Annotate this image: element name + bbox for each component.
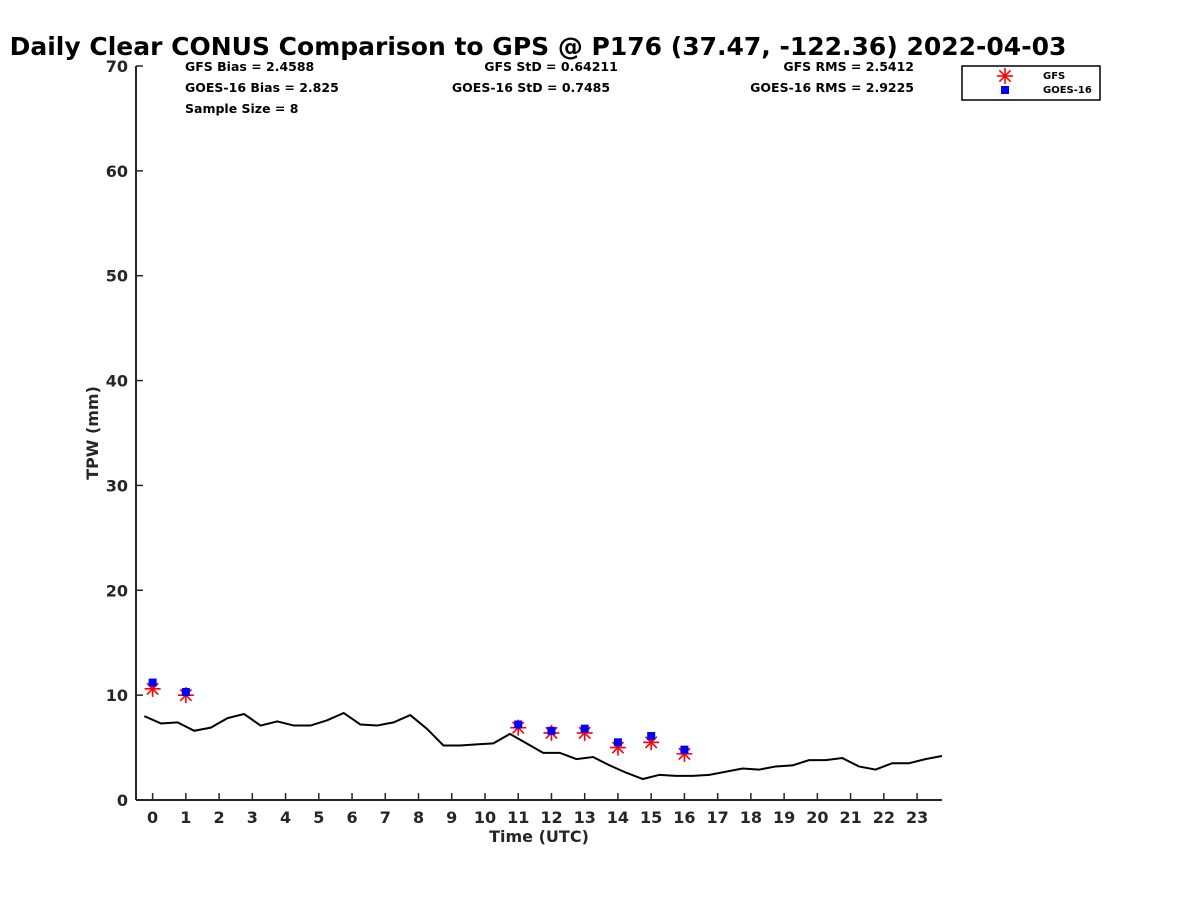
x-tick-label: 14 — [607, 808, 629, 827]
goes-point — [680, 745, 689, 754]
legend-gfs-star — [997, 68, 1013, 84]
x-tick-label: 17 — [707, 808, 729, 827]
y-tick-label: 40 — [106, 372, 128, 391]
goes-point — [181, 687, 190, 696]
goes-rms-stat: GOES-16 RMS = 2.9225 — [750, 80, 914, 95]
x-tick-label: 22 — [873, 808, 895, 827]
sample-size-stat: Sample Size = 8 — [185, 101, 298, 116]
x-tick-label: 19 — [773, 808, 795, 827]
x-tick-label: 13 — [574, 808, 596, 827]
y-tick-label: 0 — [117, 791, 128, 810]
legend: GFS GOES-16 — [961, 65, 1101, 101]
x-tick-label: 8 — [413, 808, 424, 827]
legend-goes-square-icon — [1001, 86, 1009, 94]
y-axis-label: TPW (mm) — [83, 386, 102, 480]
x-tick-label: 3 — [247, 808, 258, 827]
goes-point — [514, 720, 523, 729]
legend-gfs-star-icon — [997, 68, 1013, 84]
gps-tpw-line — [143, 711, 942, 781]
goes-bias-stat: GOES-16 Bias = 2.825 — [185, 80, 339, 95]
chart-title: Daily Clear CONUS Comparison to GPS @ P1… — [10, 32, 1067, 61]
x-tick-label: 6 — [346, 808, 357, 827]
x-tick-label: 15 — [640, 808, 662, 827]
x-tick-label: 10 — [474, 808, 496, 827]
y-tick-label: 20 — [106, 581, 128, 600]
goes-point — [148, 678, 157, 687]
x-tick-label: 18 — [740, 808, 762, 827]
x-tick-label: 9 — [446, 808, 457, 827]
x-tick-label: 1 — [180, 808, 191, 827]
y-tick-label: 30 — [106, 476, 128, 495]
legend-goes-label: GOES-16 — [1043, 85, 1092, 96]
goes-point — [647, 732, 656, 741]
x-tick-label: 5 — [313, 808, 324, 827]
x-tick-label: 21 — [839, 808, 861, 827]
x-tick-label: 4 — [280, 808, 291, 827]
gfs-rms-stat: GFS RMS = 2.5412 — [783, 59, 914, 74]
plot-area — [143, 678, 942, 781]
x-tick-label: 16 — [673, 808, 695, 827]
x-axis-label: Time (UTC) — [489, 827, 589, 846]
legend-box — [961, 65, 1101, 101]
legend-gfs-label: GFS — [1043, 71, 1065, 82]
goes-point — [580, 724, 589, 733]
y-tick-label: 10 — [106, 686, 128, 705]
gfs-bias-stat: GFS Bias = 2.4588 — [185, 59, 314, 74]
x-tick-label: 12 — [540, 808, 562, 827]
y-tick-label: 70 — [106, 57, 128, 76]
x-tick-label: 7 — [380, 808, 391, 827]
goes-point — [547, 726, 556, 735]
x-tick-label: 2 — [214, 808, 225, 827]
x-tick-label: 23 — [906, 808, 928, 827]
gfs-std-stat: GFS StD = 0.64211 — [484, 59, 618, 74]
y-tick-label: 50 — [106, 267, 128, 286]
goes-point — [613, 738, 622, 747]
goes-std-stat: GOES-16 StD = 0.7485 — [452, 80, 610, 95]
x-tick-label: 0 — [147, 808, 158, 827]
axes: 0 1 2 3 4 5 6 7 8 9 10 11 12 13 14 15 16 17 18 19 20 21 22 2301… — [106, 57, 942, 827]
x-tick-label: 11 — [507, 808, 529, 827]
y-tick-label: 60 — [106, 162, 128, 181]
x-tick-label: 20 — [806, 808, 828, 827]
